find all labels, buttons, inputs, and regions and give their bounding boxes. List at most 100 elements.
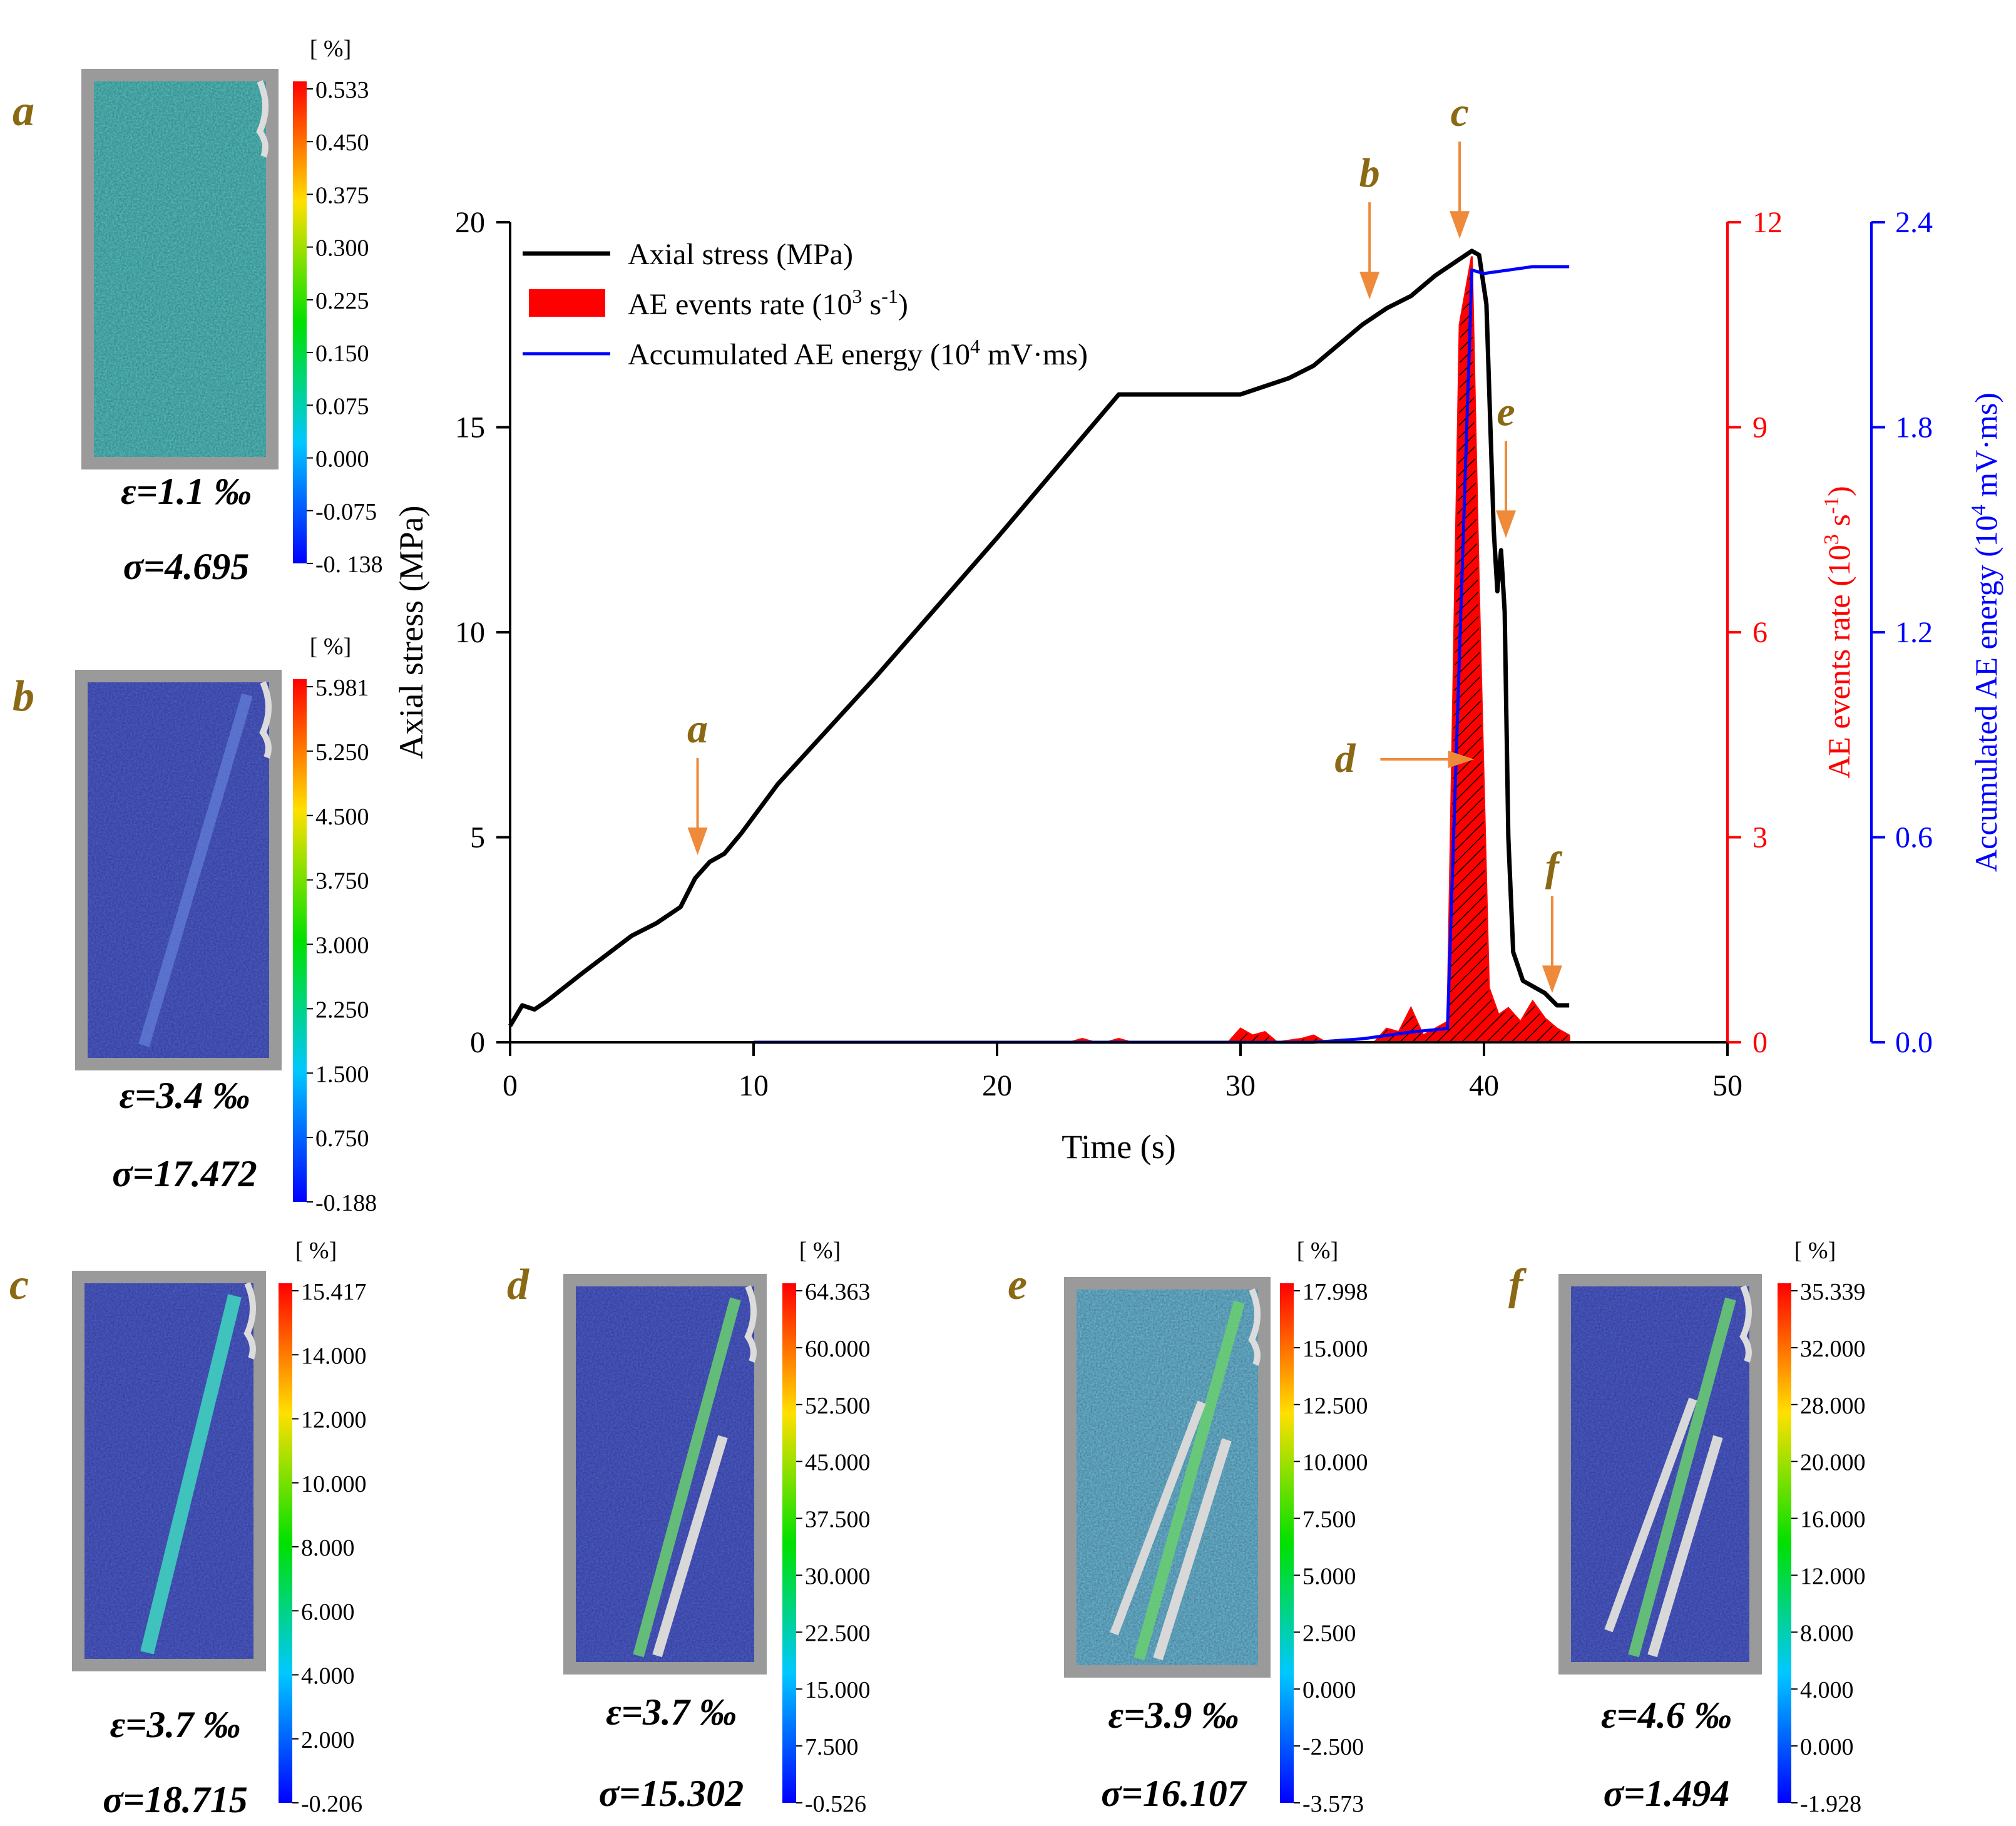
stress-caption: σ=17.472 [112, 1153, 257, 1194]
stress-caption: σ=1.494 [1604, 1773, 1730, 1814]
y2-tick-label: 6 [1752, 616, 1768, 649]
y-tick-label: 15 [455, 411, 485, 444]
colorbar-tick-label: 2.500 [1302, 1620, 1356, 1646]
colorbar-unit: [ %] [295, 1238, 337, 1264]
colorbar-tick-label: 5.981 [315, 675, 369, 701]
colorbar [1778, 1283, 1791, 1803]
colorbar-tick-label: 14.000 [301, 1343, 367, 1369]
colorbar-tick-label: 12.000 [1800, 1563, 1866, 1589]
x-axis-label: Time (s) [1062, 1128, 1176, 1166]
y2-tick-label: 9 [1752, 411, 1768, 444]
colorbar-tick-label: 15.000 [805, 1677, 871, 1703]
colorbar-tick-label: 10.000 [301, 1471, 367, 1497]
annotation-a: a [687, 706, 708, 855]
annotation-e: e [1496, 389, 1517, 538]
colorbar-tick-label: 0.375 [315, 182, 369, 208]
colorbar-tick-label: 0.150 [315, 341, 369, 367]
annotation-label: f [1545, 844, 1563, 890]
colorbar-tick-label: 35.339 [1800, 1279, 1866, 1305]
y2-tick-label: 0 [1752, 1026, 1768, 1059]
specimen-notch [259, 680, 272, 759]
specimen-notch [1739, 1285, 1752, 1363]
colorbar-tick-label: 2.250 [315, 997, 369, 1023]
legend-label-stress: Axial stress (MPa) [628, 238, 853, 271]
colorbar-tick-label: 5.250 [315, 739, 369, 766]
colorbar-tick-label: 0.750 [315, 1126, 369, 1152]
y-tick-label: 5 [470, 821, 485, 854]
colorbar-tick-label: 8.000 [1800, 1620, 1854, 1646]
colorbar [293, 81, 307, 563]
y-axis-label: Axial stress (MPa) [392, 506, 430, 759]
annotation-b: b [1359, 150, 1380, 300]
crack [1153, 1438, 1232, 1661]
colorbar-tick-label: 12.500 [1302, 1393, 1368, 1419]
main-chart: 0 10 20 30 40 50 0 5 10 15 20 0 3 6 9 12 0.0 0.6 1.2 1.8 2.4… [392, 90, 2003, 1166]
colorbar-tick-label: 37.500 [805, 1507, 871, 1533]
colorbar-tick-label: 15.000 [1302, 1336, 1368, 1362]
colorbar-tick-label: -0.075 [315, 499, 377, 525]
colorbar-tick-label: 30.000 [805, 1563, 871, 1589]
x-tick-label: 20 [982, 1069, 1012, 1102]
annotation-arrowhead [1496, 510, 1517, 538]
stress-caption: σ=16.107 [1101, 1773, 1247, 1814]
colorbar-tick-label: 22.500 [805, 1620, 871, 1646]
colorbar-tick-label: -1.928 [1800, 1791, 1861, 1817]
colorbar-tick-label: 7.500 [1302, 1507, 1356, 1533]
colorbar-tick-label: 3.000 [315, 933, 369, 959]
legend-label-ae-rate: AE events rate (103 s-1) [628, 285, 908, 321]
colorbar-tick-label: 4.000 [301, 1663, 355, 1690]
y2-axis-label: AE events rate (103 s-1) [1820, 486, 1857, 778]
crack [652, 1435, 728, 1658]
legend-label-ae-energy: Accumulated AE energy (104 mV·ms) [628, 335, 1088, 371]
colorbar-unit: [ %] [1794, 1238, 1836, 1264]
colorbar-tick-label: 0.000 [315, 446, 369, 473]
crack [1110, 1400, 1206, 1636]
colorbar [782, 1283, 796, 1803]
legend-swatch-ae-rate [529, 289, 605, 317]
colorbar-tick-label: -0. 138 [315, 551, 383, 578]
shear-band [138, 693, 253, 1047]
legend: Axial stress (MPa) AE events rate (103 s… [523, 238, 1088, 371]
colorbar-tick-label: 64.363 [805, 1279, 871, 1305]
series-ae-events-rate [510, 256, 1570, 1044]
colorbar-tick-label: 52.500 [805, 1393, 871, 1419]
strain-caption: ε=4.6 ‰ [1601, 1695, 1732, 1736]
speckle-texture [88, 682, 269, 1058]
stress-caption: σ=15.302 [599, 1773, 744, 1814]
y2-tick-label: 12 [1752, 206, 1783, 239]
dic-panel-e: e [ %] 17.998 15.000 12.500 10.000 7.500 5.000 2… [1008, 1238, 1368, 1817]
x-tick-label: 40 [1469, 1069, 1499, 1102]
crack [1604, 1397, 1697, 1633]
shear-band [1628, 1297, 1736, 1658]
annotation-c: c [1450, 90, 1470, 239]
stage-annotations: a b c d e f [687, 90, 1563, 993]
colorbar-tick-label: 0.300 [315, 235, 369, 262]
y2-tick-label: 3 [1752, 821, 1768, 854]
specimen-notch [243, 1281, 256, 1360]
annotation-label: e [1497, 389, 1515, 434]
colorbar-tick-label: 6.000 [301, 1599, 355, 1625]
dic-panel-b: b [ %] 5.981 5.250 4.500 3.750 3.000 2.250 1.500… [13, 633, 377, 1216]
series-accumulated-ae-energy [754, 265, 1570, 1044]
strain-caption: ε=3.4 ‰ [120, 1075, 250, 1116]
colorbar-unit: [ %] [310, 36, 351, 62]
colorbar-tick-label: 4.500 [315, 804, 369, 830]
annotation-label: b [1359, 150, 1380, 196]
colorbar-tick-label: 16.000 [1800, 1507, 1866, 1533]
shear-band [140, 1294, 242, 1654]
dic-panels: a [ %] 0.533 0.450 0.375 0.300 0.225 0.150 0.075… [9, 36, 1866, 1820]
shear-band [633, 1297, 741, 1658]
strain-caption: ε=3.7 ‰ [606, 1691, 737, 1733]
panel-letter: c [9, 1261, 29, 1309]
panel-letter: e [1008, 1261, 1027, 1309]
annotation-f: f [1542, 844, 1563, 993]
colorbar-tick-label: 0.000 [1800, 1734, 1854, 1760]
y3-tick-label: 0.6 [1895, 821, 1933, 854]
dic-panel-d: d [ %] 64.363 60.000 52.500 45.000 37.500 30.00… [507, 1238, 871, 1817]
colorbar-tick-label: 1.500 [315, 1061, 369, 1087]
colorbar-tick-label: -0.206 [301, 1791, 362, 1817]
panel-letter: a [13, 87, 34, 135]
annotation-arrowhead [1359, 272, 1380, 300]
colorbar-tick-label: 3.750 [315, 868, 369, 895]
axis-ticks: 0 10 20 30 40 50 0 5 10 15 20 0 3 6 9 12 0.0 0.6 1.2 1.8 2.4 [455, 206, 1933, 1102]
